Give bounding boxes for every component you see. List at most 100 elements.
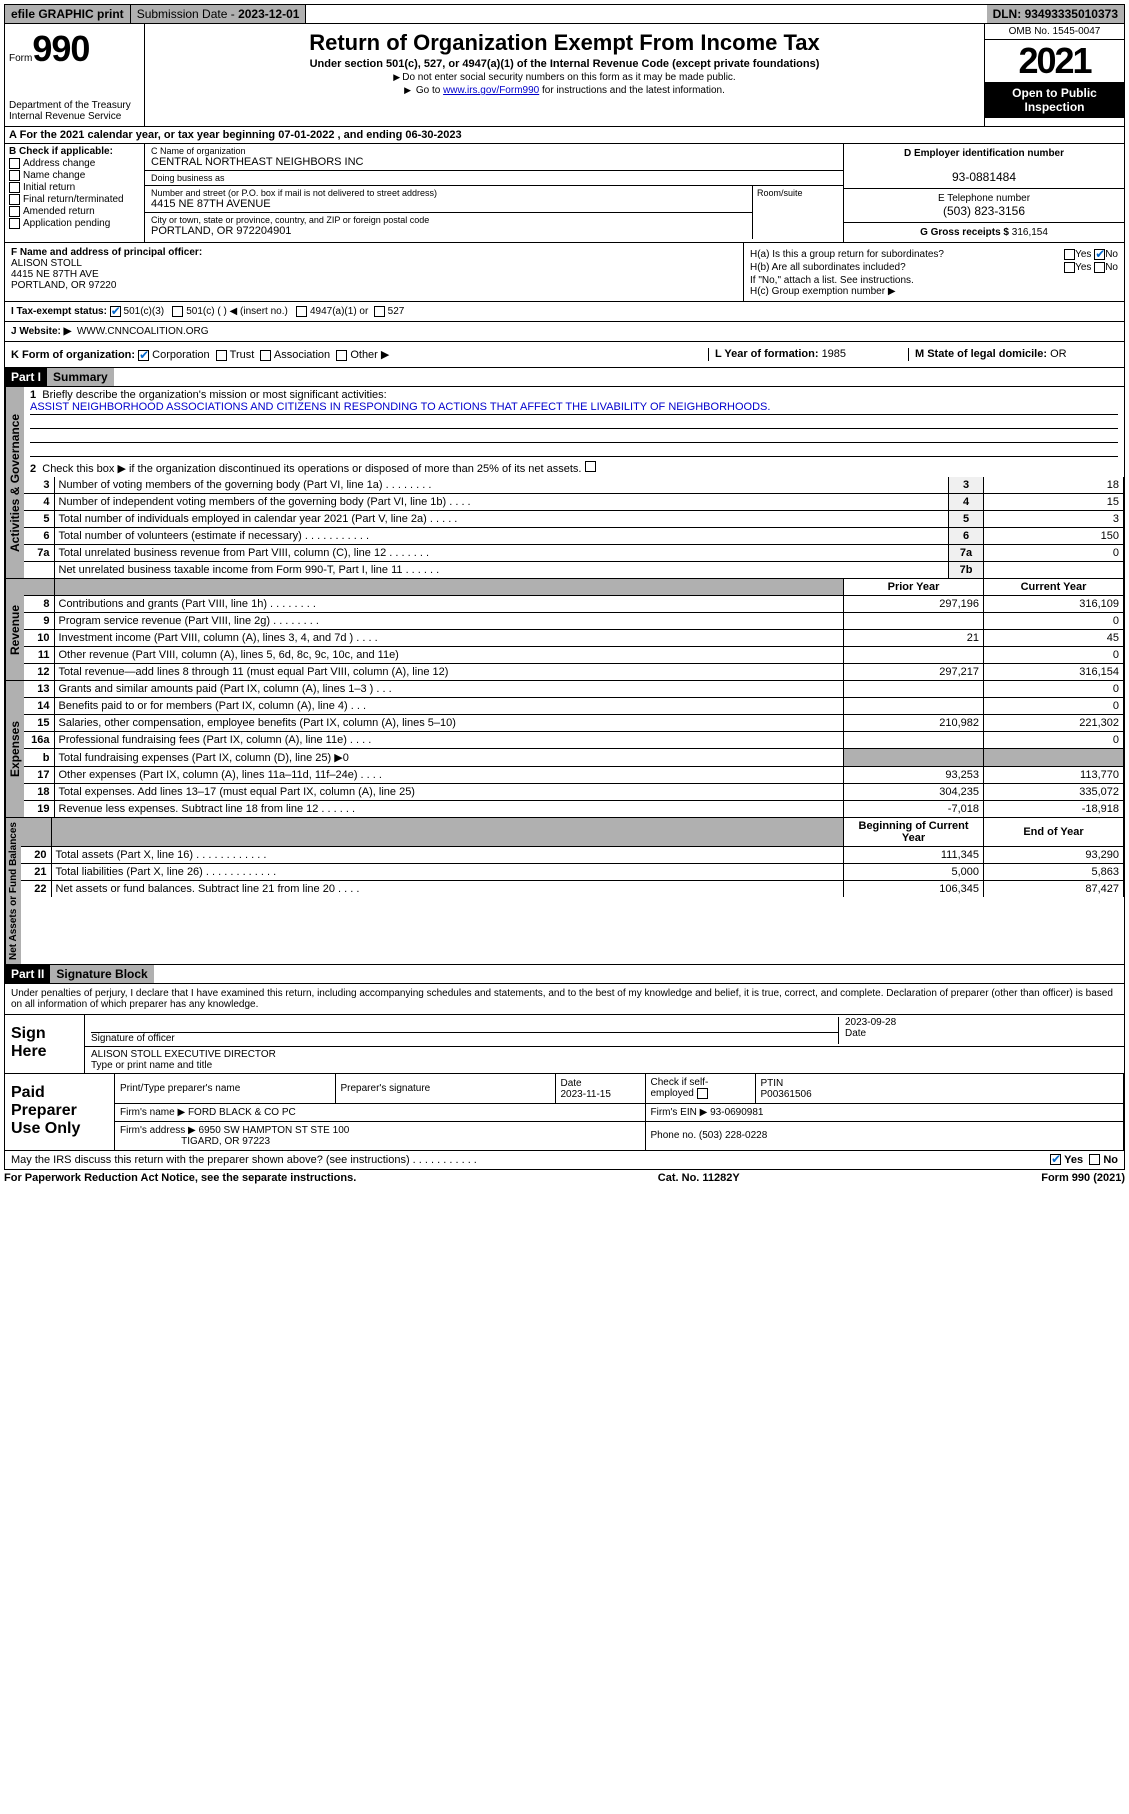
note2-post: for instructions and the latest informat… <box>539 85 725 96</box>
mission-blank1 <box>30 415 1118 429</box>
line2-text: Check this box ▶ if the organization dis… <box>42 463 581 475</box>
k-trust: Trust <box>230 349 255 361</box>
prep-selfemp: Check if self-employed <box>645 1074 755 1103</box>
ein-label: D Employer identification number <box>904 148 1064 159</box>
officer-name-label: Type or print name and title <box>91 1060 1118 1071</box>
street-label: Number and street (or P.O. box if mail i… <box>151 188 746 198</box>
cb-527[interactable] <box>374 306 385 317</box>
part2-label: Part II <box>5 965 50 983</box>
efile-button[interactable]: efile GRAPHIC print <box>5 5 131 23</box>
table-row: 8Contributions and grants (Part VIII, li… <box>24 596 1124 613</box>
cb-ha-yes[interactable] <box>1064 249 1075 260</box>
cb-final-return[interactable] <box>9 194 20 205</box>
lbl-final-return: Final return/terminated <box>23 194 124 205</box>
cb-initial-return[interactable] <box>9 182 20 193</box>
hb-no: No <box>1105 262 1118 273</box>
table-row: 7aTotal unrelated business revenue from … <box>24 545 1124 562</box>
section-net-assets: Net Assets or Fund Balances Beginning of… <box>4 818 1125 965</box>
sig-officer-label: Signature of officer <box>91 1033 838 1044</box>
firm-phone: (503) 228-0228 <box>699 1130 767 1141</box>
street-value: 4415 NE 87TH AVENUE <box>151 198 746 210</box>
note2-pre: Go to <box>416 85 443 96</box>
org-name: CENTRAL NORTHEAST NEIGHBORS INC <box>151 156 837 168</box>
table-row: bTotal fundraising expenses (Part IX, co… <box>24 749 1124 767</box>
officer-city: PORTLAND, OR 97220 <box>11 280 116 291</box>
row-j: J Website: ▶ WWW.CNNCOALITION.ORG <box>4 322 1125 342</box>
mission-text: ASSIST NEIGHBORHOOD ASSOCIATIONS AND CIT… <box>30 401 1118 415</box>
cb-self-employed[interactable] <box>697 1088 708 1099</box>
table-row: Net unrelated business taxable income fr… <box>24 562 1124 579</box>
cb-4947[interactable] <box>296 306 307 317</box>
opt-4947: 4947(a)(1) or <box>310 306 368 317</box>
hb-label: H(b) Are all subordinates included? <box>750 262 906 273</box>
cb-ha-no[interactable] <box>1094 249 1105 260</box>
block-f: F Name and address of principal officer:… <box>5 243 744 301</box>
cat-no: Cat. No. 11282Y <box>658 1172 740 1184</box>
table-row: 9Program service revenue (Part VIII, lin… <box>24 613 1124 630</box>
sig-date: 2023-09-28 <box>845 1017 1118 1028</box>
firm-addr-label: Firm's address ▶ <box>120 1125 199 1136</box>
table-net-assets: Beginning of Current YearEnd of Year20To… <box>21 818 1124 897</box>
row-a-tax-year: A For the 2021 calendar year, or tax yea… <box>4 127 1125 144</box>
cb-other[interactable] <box>336 350 347 361</box>
irs-link[interactable]: www.irs.gov/Form990 <box>443 85 539 96</box>
ha-yes: Yes <box>1075 249 1091 260</box>
form-prefix: Form <box>9 53 32 64</box>
table-row: 18Total expenses. Add lines 13–17 (must … <box>24 784 1124 801</box>
website-value: WWW.CNNCOALITION.ORG <box>77 326 209 337</box>
subdate-label: Submission Date - <box>137 7 238 21</box>
table-row: 6Total number of volunteers (estimate if… <box>24 528 1124 545</box>
omb-number: OMB No. 1545-0047 <box>985 24 1124 40</box>
cb-amended-return[interactable] <box>9 206 20 217</box>
officer-street: 4415 NE 87TH AVE <box>11 269 99 280</box>
table-row: 19Revenue less expenses. Subtract line 1… <box>24 801 1124 818</box>
k-corp: Corporation <box>152 349 209 361</box>
open-to-public: Open to Public Inspection <box>985 82 1124 118</box>
cb-hb-no[interactable] <box>1094 262 1105 273</box>
cb-discuss-no[interactable] <box>1089 1154 1100 1165</box>
cb-discuss-yes[interactable] <box>1050 1154 1061 1165</box>
cb-address-change[interactable] <box>9 158 20 169</box>
dln-label: DLN: <box>993 7 1025 21</box>
cb-trust[interactable] <box>216 350 227 361</box>
block-bcdefg: B Check if applicable: Address change Na… <box>4 144 1125 243</box>
form-footer: Form 990 (2021) <box>1041 1172 1125 1184</box>
table-row: 16aProfessional fundraising fees (Part I… <box>24 732 1124 749</box>
cb-name-change[interactable] <box>9 170 20 181</box>
cb-501c3[interactable] <box>110 306 121 317</box>
table-row: 5Total number of individuals employed in… <box>24 511 1124 528</box>
cb-501c[interactable] <box>172 306 183 317</box>
discuss-row: May the IRS discuss this return with the… <box>4 1151 1125 1170</box>
room-label: Room/suite <box>757 188 839 198</box>
table-row: 21Total liabilities (Part X, line 26) . … <box>21 864 1124 881</box>
table-row: 11Other revenue (Part VIII, column (A), … <box>24 647 1124 664</box>
form-subtitle: Under section 501(c), 527, or 4947(a)(1)… <box>153 58 976 70</box>
vtab-ag: Activities & Governance <box>5 387 24 578</box>
row-i: I Tax-exempt status: 501(c)(3) 501(c) ( … <box>4 302 1125 322</box>
part2-header-row: Part II Signature Block <box>4 965 1125 984</box>
cb-assoc[interactable] <box>260 350 271 361</box>
ein-value: 93-0881484 <box>952 170 1016 184</box>
section-revenue: Revenue Prior YearCurrent Year8Contribut… <box>4 579 1125 681</box>
top-bar: efile GRAPHIC print Submission Date - 20… <box>4 4 1125 24</box>
sig-date-label: Date <box>845 1028 1118 1039</box>
line-1-mission: 1 Briefly describe the organization's mi… <box>24 387 1124 459</box>
m-label: M State of legal domicile: <box>915 348 1050 360</box>
officer-signature-line[interactable] <box>91 1017 838 1033</box>
cb-app-pending[interactable] <box>9 218 20 229</box>
row-fh: F Name and address of principal officer:… <box>4 243 1125 302</box>
section-expenses: Expenses 13Grants and similar amounts pa… <box>4 681 1125 818</box>
table-row: 17Other expenses (Part IX, column (A), l… <box>24 767 1124 784</box>
cb-line2[interactable] <box>585 461 596 472</box>
lbl-initial-return: Initial return <box>23 182 75 193</box>
paperwork-row: For Paperwork Reduction Act Notice, see … <box>4 1170 1125 1186</box>
section-activities-governance: Activities & Governance 1 Briefly descri… <box>4 387 1125 579</box>
line-2: 2 Check this box ▶ if the organization d… <box>24 459 1124 477</box>
part1-title: Summary <box>47 368 114 386</box>
form-header: Form990 Department of the Treasury Inter… <box>4 24 1125 127</box>
cb-corp[interactable] <box>138 350 149 361</box>
org-name-label: C Name of organization <box>151 146 837 156</box>
city-label: City or town, state or province, country… <box>151 215 746 225</box>
cb-hb-yes[interactable] <box>1064 262 1075 273</box>
table-row: 4Number of independent voting members of… <box>24 494 1124 511</box>
